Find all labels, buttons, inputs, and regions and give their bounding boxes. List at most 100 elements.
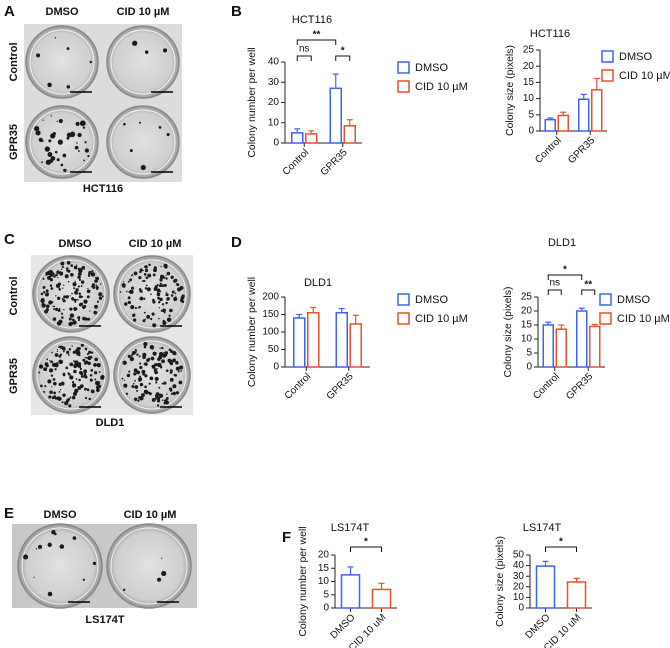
colony: [78, 365, 82, 369]
colony: [73, 265, 78, 270]
colony: [143, 345, 147, 349]
colony: [54, 353, 59, 357]
y-tick-label: 30: [513, 571, 525, 582]
colony: [163, 381, 167, 385]
colony: [169, 369, 173, 373]
colony: [72, 536, 77, 540]
colony: [36, 53, 41, 58]
colony: [76, 142, 78, 144]
bar: [371, 588, 392, 609]
colony: [57, 282, 62, 286]
colony: [96, 288, 99, 291]
colony: [86, 352, 89, 355]
colony: [150, 356, 155, 361]
colony: [147, 273, 152, 278]
colony: [129, 149, 133, 153]
colony: [87, 154, 90, 158]
colony: [49, 390, 53, 395]
colony: [163, 351, 165, 354]
bar: [566, 581, 587, 609]
significance-bracket: [581, 289, 596, 295]
colony: [132, 382, 135, 385]
bar: [335, 312, 348, 368]
colony: [156, 367, 158, 370]
colony: [44, 146, 50, 152]
colony: [123, 383, 128, 388]
colony: [144, 362, 148, 366]
colony: [157, 296, 160, 300]
colony: [58, 287, 61, 290]
colony: [131, 355, 133, 357]
column-label: DMSO: [44, 509, 77, 521]
colony: [71, 292, 73, 295]
colony: [150, 317, 153, 321]
bar: [329, 87, 342, 144]
bar: [555, 328, 567, 368]
colony: [75, 121, 80, 126]
colony: [142, 279, 145, 282]
colony: [87, 355, 92, 361]
bar: [589, 325, 601, 368]
colony: [66, 136, 70, 140]
colony: [82, 126, 86, 129]
colony: [52, 317, 57, 321]
colony: [78, 354, 81, 357]
cell-line-label: LS174T: [85, 614, 124, 626]
colony: [83, 369, 88, 374]
colony: [65, 366, 69, 370]
colony: [130, 286, 135, 290]
colony: [142, 352, 147, 357]
colony: [77, 318, 81, 322]
colony: [138, 377, 143, 382]
colony: [91, 356, 93, 359]
colony: [127, 354, 131, 358]
colony: [145, 276, 149, 280]
colony: [83, 299, 88, 304]
colony: [166, 393, 168, 395]
colony: [74, 145, 79, 150]
colony: [143, 279, 146, 283]
well-rim: [117, 259, 187, 329]
colony: [56, 349, 58, 351]
colony: [166, 297, 170, 301]
colony: [54, 150, 58, 154]
colony: [72, 320, 77, 325]
legend-swatch: [397, 312, 410, 325]
colony: [79, 384, 84, 389]
colony: [60, 163, 64, 167]
colony: [50, 133, 56, 139]
colony: [87, 273, 90, 276]
colony: [168, 314, 171, 317]
colony: [61, 401, 64, 404]
colony: [74, 360, 79, 365]
colony: [90, 272, 96, 277]
y-tick-label: 25: [521, 292, 533, 303]
colony: [157, 291, 159, 293]
chart-title: LS174T: [331, 522, 370, 534]
colony: [138, 396, 142, 400]
colony: [161, 346, 164, 350]
colony: [147, 357, 151, 361]
colony: [152, 298, 155, 302]
colony: [85, 376, 88, 379]
colony: [145, 284, 148, 287]
colony: [56, 270, 60, 274]
y-tick-label: 50: [513, 550, 525, 561]
panel-letter: F: [282, 529, 291, 546]
colony: [177, 370, 180, 373]
colony: [154, 397, 157, 400]
colony: [70, 272, 74, 277]
y-tick-label: 15: [521, 320, 533, 331]
colony: [59, 389, 62, 391]
colony: [139, 296, 144, 301]
colony: [72, 282, 77, 287]
colony: [88, 397, 91, 401]
colony: [134, 385, 138, 389]
well: [32, 336, 110, 414]
colony: [78, 292, 82, 295]
cell-line-label: HCT116: [83, 183, 123, 195]
chart-title: HCT116: [530, 28, 570, 40]
colony: [49, 370, 51, 373]
colony: [60, 381, 65, 386]
colony: [45, 289, 49, 293]
